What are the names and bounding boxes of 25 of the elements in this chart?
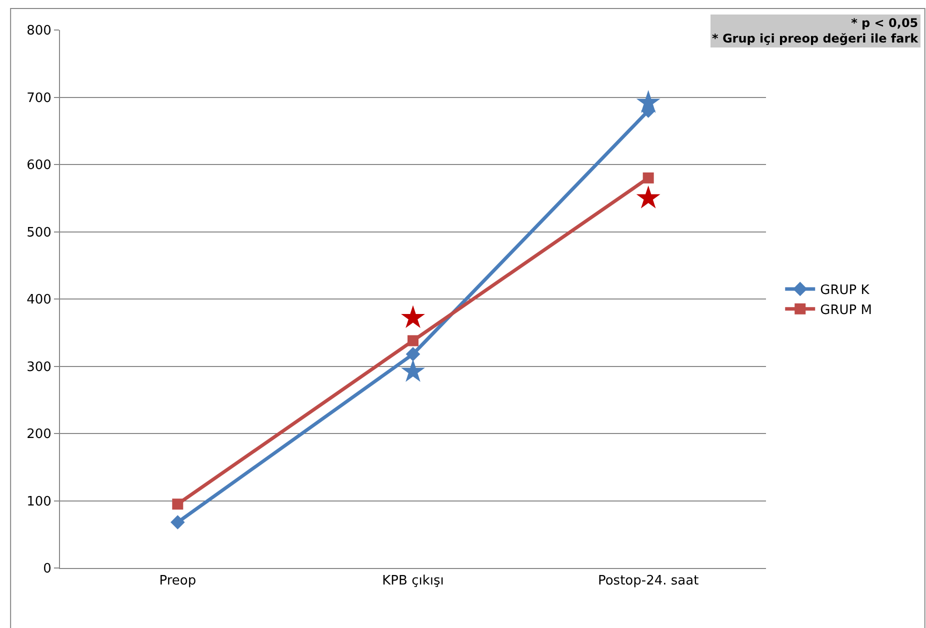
y-tick-label: 200 xyxy=(26,427,52,442)
legend-label: GRUP K xyxy=(820,283,870,298)
y-tick-label: 600 xyxy=(26,158,52,174)
x-tick-label: Preop xyxy=(159,574,196,589)
point xyxy=(636,186,660,208)
annotation: * Grup içi preop değeri ile fark xyxy=(712,32,920,46)
y-tick-label: 800 xyxy=(26,24,52,39)
point xyxy=(401,359,425,382)
text: * p < 0,05 xyxy=(851,16,918,30)
y-tick-label: 100 xyxy=(26,494,52,510)
point xyxy=(642,172,654,184)
y-tick-label: 0 xyxy=(43,562,52,577)
y-tick-label: 300 xyxy=(26,360,52,375)
point xyxy=(401,305,425,328)
point xyxy=(170,515,185,530)
point xyxy=(636,90,660,113)
point xyxy=(406,347,420,362)
legend-label: GRUP M xyxy=(820,302,872,318)
y-tick-label: 400 xyxy=(26,292,52,308)
y-tick-label: 700 xyxy=(26,90,52,106)
x-tick-label: Postop-24. saat xyxy=(598,574,699,589)
point xyxy=(172,498,184,510)
point xyxy=(408,335,418,346)
y-tick-label: 500 xyxy=(26,225,52,240)
x-tick-label: KPB çıkışı xyxy=(382,574,444,589)
